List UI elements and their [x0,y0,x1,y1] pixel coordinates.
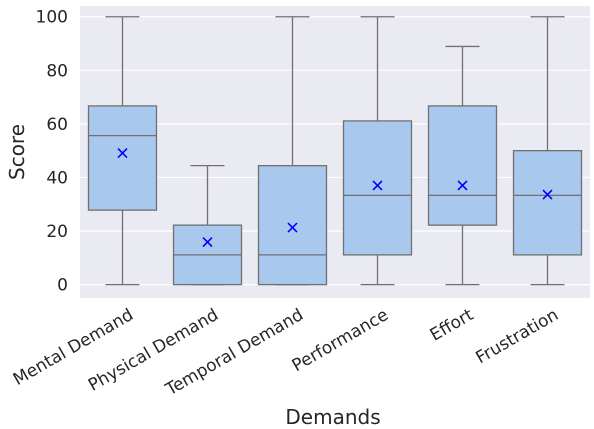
y-tick-label: 100 [36,8,68,28]
iqr-box [427,105,498,226]
y-tick-label: 80 [46,61,68,81]
x-tick-label: Effort [427,305,478,346]
iqr-box [342,120,413,256]
box-frustration [512,16,583,286]
y-tick-label: 40 [46,168,68,188]
box-series [87,16,583,286]
iqr-box [257,165,328,286]
box-temporal-demand [257,16,328,286]
mean-marker [287,222,298,233]
box-physical-demand [172,165,243,286]
y-axis-label: Score [5,124,29,180]
mean-marker [457,180,468,191]
y-tick-label: 0 [57,276,68,296]
box-performance [342,16,413,286]
y-axis-ticks: 0 20 40 60 80 100 [36,8,68,296]
mean-marker [372,180,383,191]
mean-marker [542,189,553,200]
x-tick-label: Temporal Demand [162,305,307,400]
mean-marker [202,236,213,248]
y-tick-label: 20 [46,222,68,242]
grid-lines [80,16,590,286]
mean-marker [117,148,128,159]
x-tick-label: Performance [289,305,392,376]
y-tick-label: 60 [46,115,68,135]
x-tick-label: Frustration [472,305,562,368]
iqr-box [512,150,583,256]
box-mental-demand [87,16,158,286]
iqr-box [87,105,158,211]
x-axis-label: Demands [285,405,380,429]
plot-background [80,6,590,298]
box-effort [427,45,498,286]
